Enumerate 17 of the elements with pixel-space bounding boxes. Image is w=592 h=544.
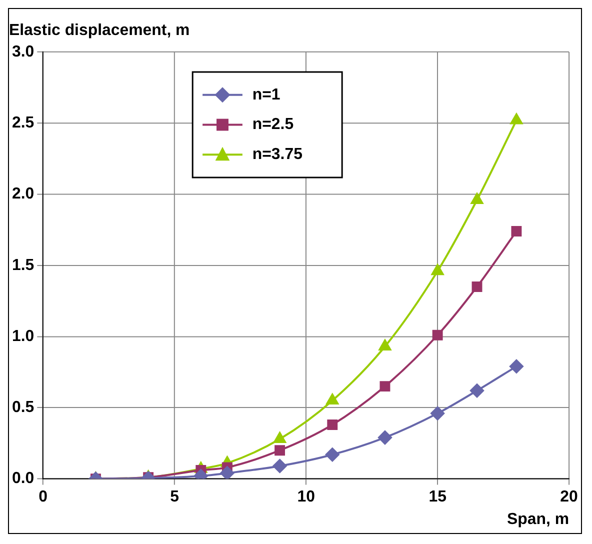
y-tick-label: 2.0 bbox=[12, 186, 34, 203]
y-tick-label: 2.5 bbox=[12, 114, 34, 132]
y-tick-label: 0.0 bbox=[12, 470, 34, 488]
x-tick-label: 10 bbox=[297, 488, 316, 506]
y-tick-label: 3.0 bbox=[12, 43, 34, 60]
y-tick-label: 0.5 bbox=[12, 399, 34, 416]
x-tick-label: 0 bbox=[38, 488, 48, 506]
legend-label: n=3.75 bbox=[252, 146, 303, 164]
legend-label: n=2.5 bbox=[252, 116, 294, 134]
x-axis-title: Span, m bbox=[507, 510, 570, 528]
x-tick-label: 15 bbox=[428, 488, 447, 506]
x-tick-label: 5 bbox=[170, 488, 180, 506]
x-tick-label: 20 bbox=[560, 488, 578, 506]
y-tick-label: 1.5 bbox=[12, 256, 34, 274]
legend-label: n=1 bbox=[252, 86, 280, 104]
y-tick-label: 1.0 bbox=[12, 328, 34, 345]
chart-title: Elastic displacement, m bbox=[9, 22, 190, 39]
